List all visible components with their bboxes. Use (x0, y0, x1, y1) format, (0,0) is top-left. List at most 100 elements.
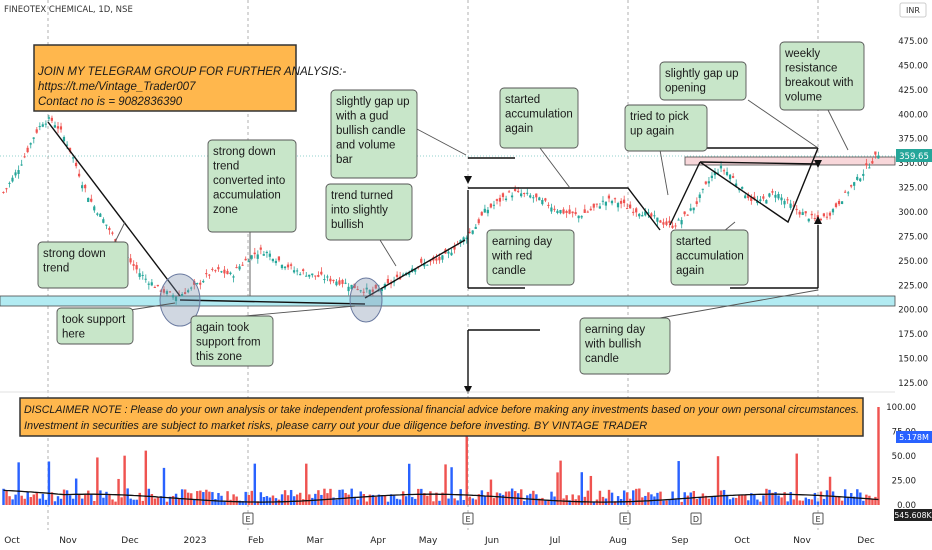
candle-body (840, 201, 844, 204)
volume-bar (62, 489, 66, 505)
candle-body (241, 264, 244, 266)
volume-bar (423, 493, 426, 505)
candle-body (686, 214, 689, 216)
volume-bar (550, 491, 553, 505)
callout-text: with a gud (335, 111, 388, 123)
telegram-callout: JOIN MY TELEGRAM GROUP FOR FURTHER ANALY… (33, 44, 346, 112)
volume-bar (5, 490, 8, 505)
candle-body (317, 275, 320, 277)
callout-text: with bullish (584, 339, 641, 351)
volume-bar (753, 494, 756, 505)
volume-bar (728, 499, 732, 505)
candle-body (380, 288, 383, 292)
volume-tick-label: 50.00 (892, 452, 916, 462)
candle-body (365, 287, 368, 290)
volume-bar (50, 492, 54, 505)
event-marker[interactable] (462, 512, 474, 525)
volume-bar (731, 497, 735, 505)
candle-body (865, 163, 868, 166)
event-marker[interactable] (242, 512, 254, 525)
candle-body (202, 280, 205, 283)
volume-bar (589, 475, 593, 505)
volume-bar (247, 494, 250, 505)
candle-body (368, 289, 371, 295)
volume-bar (59, 498, 63, 505)
price-tick-label: 125.00 (898, 379, 928, 389)
candle-body (659, 220, 662, 223)
volume-bar (81, 498, 84, 505)
volume-bar (174, 493, 178, 505)
candle-body (635, 208, 638, 213)
event-marker[interactable] (619, 512, 631, 525)
volume-bar (365, 501, 369, 505)
volume-bar (665, 500, 668, 505)
volume-bar (510, 488, 514, 505)
volume-bar (686, 495, 689, 505)
chart-title: FINEOTEX CHEMICAL, 1D, NSE (4, 5, 133, 15)
volume-bar (865, 494, 868, 505)
volume-bar (99, 490, 102, 505)
time-tick-label: Apr (370, 536, 386, 546)
time-tick-label: Mar (307, 536, 324, 546)
price-tick-label: 400.00 (898, 110, 928, 120)
volume-bar (386, 501, 390, 505)
candle-body (108, 227, 111, 231)
candle-body (359, 290, 362, 292)
volume-bar (468, 496, 471, 505)
volume-bar (235, 496, 238, 505)
price-axis[interactable]: 475.00 450.00 425.00 400.00 375.00 350.00 325.… (898, 37, 928, 389)
volume-bar (138, 492, 141, 505)
arrows (464, 160, 822, 394)
volume-bar (435, 492, 438, 505)
volume-bar (786, 501, 789, 505)
volume-bar (199, 490, 202, 505)
volume-bar (831, 491, 835, 505)
candle-body (371, 289, 374, 292)
time-tick-label: Sep (672, 536, 689, 546)
candle-body (395, 274, 399, 277)
volume-bar (489, 479, 493, 505)
volume-bar (438, 500, 441, 505)
candle-body (138, 273, 141, 277)
candle-body (102, 219, 105, 223)
currency-badge[interactable]: INR (899, 2, 927, 18)
price-tick-label: 375.00 (898, 135, 928, 145)
candle-body (668, 220, 671, 223)
candle-body (556, 210, 559, 214)
volume-bar (289, 489, 293, 505)
candle-body (262, 254, 265, 256)
callout-text: converted into (213, 175, 285, 187)
event-marker[interactable] (690, 512, 702, 525)
volume-bar (759, 501, 762, 505)
volume-bar (344, 492, 347, 505)
candle-body (423, 263, 426, 267)
callout-text: bullish candle (336, 125, 406, 137)
candle-body (426, 264, 429, 266)
volume-bar (632, 490, 635, 505)
candle-body (846, 192, 850, 194)
event-marker[interactable] (812, 512, 824, 525)
candle-body (532, 197, 535, 199)
volume-bar (268, 497, 272, 505)
volume-bar (565, 495, 568, 505)
volume-bar (317, 490, 320, 505)
disclaimer-line1: DISCLAIMER NOTE : Please do your own ana… (24, 404, 859, 416)
volume-bar (168, 496, 172, 505)
volume-bar (280, 494, 284, 505)
time-axis[interactable]: Oct Nov Dec 2023 Feb Mar Apr May Jun Jul Aug Sep Oct… (4, 536, 875, 546)
volume-bar (780, 497, 783, 505)
volume-bar (789, 491, 792, 505)
callout-again-took-support: again took support from this zone (190, 315, 274, 367)
price-tick-label: 425.00 (898, 86, 928, 96)
volume-bar (444, 464, 447, 505)
volume-bar (314, 493, 317, 505)
candle-body (671, 225, 674, 228)
volume-bar (710, 496, 714, 505)
volume-bar (211, 492, 214, 505)
volume-bar (689, 492, 692, 505)
candle-body (565, 211, 568, 214)
volume-bar (120, 497, 123, 505)
